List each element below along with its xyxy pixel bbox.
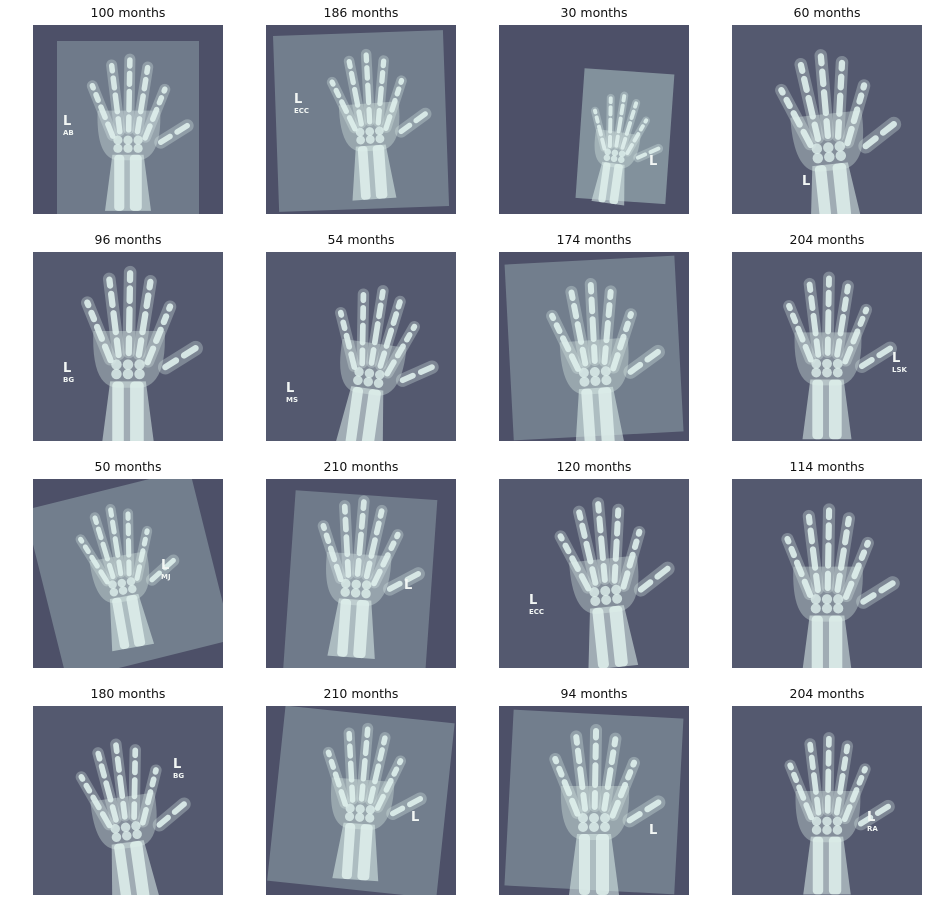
hand-xray-image: LBG [33,706,223,895]
lead-marker: LAB [63,114,74,137]
panel-title: 54 months [327,232,395,247]
marker-initials: LSK [892,366,908,374]
panel-title: 94 months [560,686,628,701]
panel-title: 204 months [789,232,865,247]
panel-title: 120 months [556,459,632,474]
hand-xray-image: L [266,479,456,668]
panel-title: 96 months [94,232,162,247]
panel-title: 186 months [323,5,399,20]
lead-marker: L [649,154,657,169]
panel-title: 210 months [323,686,399,701]
hand-xray-image [732,479,922,668]
lead-marker: L [411,810,419,825]
panel-title: 30 months [560,5,628,20]
lead-marker: L [649,823,657,838]
marker-initials: MS [286,396,298,404]
panel-title: 60 months [793,5,861,20]
marker-letter: L [286,381,294,396]
panel-title: 180 months [90,686,166,701]
marker-initials: RA [867,825,878,833]
marker-letter: L [173,757,181,772]
lead-marker: LBG [173,757,184,780]
lead-marker: LMS [286,381,298,404]
marker-letter: L [63,114,71,129]
lead-marker: L [802,174,810,189]
marker-letter: L [63,361,71,376]
hand-xray-image: L [266,706,456,895]
panel-title: 50 months [94,459,162,474]
marker-initials: ECC [529,608,544,616]
lead-marker: LBG [63,361,74,384]
marker-letter: L [404,578,412,593]
hand-xray-image: L [499,706,689,895]
marker-letter: L [892,351,900,366]
marker-letter: L [294,92,302,107]
marker-letter: L [649,154,657,169]
hand-xray-image: LAB [33,25,223,214]
hand-xray-image [499,252,689,441]
panel-title: 114 months [789,459,865,474]
hand-xray-image: L [499,25,689,214]
marker-initials: BG [63,376,74,384]
marker-letter: L [161,558,169,573]
panel-title: 100 months [90,5,166,20]
panel-title: 204 months [789,686,865,701]
marker-letter: L [867,810,875,825]
lead-marker: L [404,578,412,593]
marker-initials: ECC [294,107,309,115]
marker-letter: L [802,174,810,189]
lead-marker: LRA [867,810,878,833]
marker-initials: AB [63,129,74,137]
hand-xray-image: LRA [732,706,922,895]
marker-initials: BG [173,772,184,780]
panel-title: 174 months [556,232,632,247]
hand-xray-image: LMJ [33,479,223,668]
marker-letter: L [649,823,657,838]
hand-xray-image: L [732,25,922,214]
hand-xray-image: LMS [266,252,456,441]
marker-initials: MJ [161,573,171,581]
hand-xray-image: LBG [33,252,223,441]
marker-letter: L [411,810,419,825]
marker-letter: L [529,593,537,608]
lead-marker: LMJ [161,558,171,581]
panel-title: 210 months [323,459,399,474]
